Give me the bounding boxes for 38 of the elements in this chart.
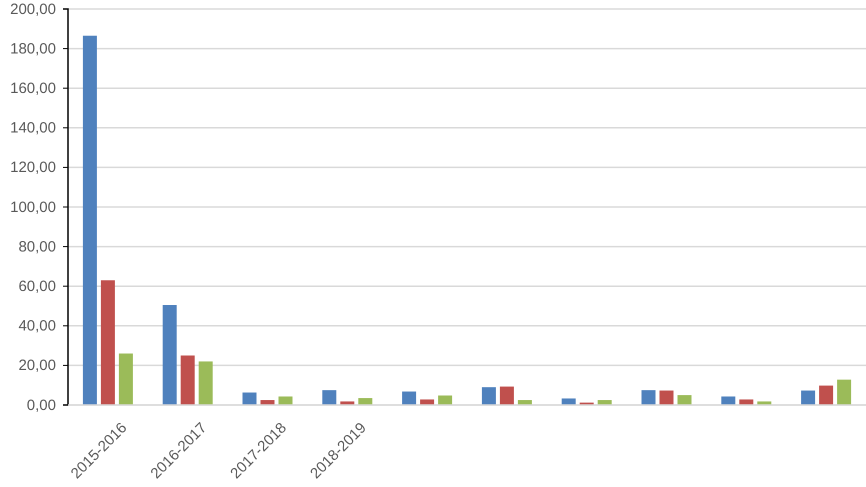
bar (518, 400, 532, 405)
bar (678, 395, 692, 405)
bar (242, 392, 256, 405)
bar (322, 390, 336, 405)
bar (402, 392, 416, 405)
bar (198, 361, 213, 405)
bar (801, 390, 816, 405)
y-tick-label: 40,00 (18, 318, 56, 335)
bar (500, 386, 514, 405)
bar (837, 380, 852, 405)
bar (642, 390, 656, 405)
y-tick-label: 80,00 (18, 238, 56, 256)
y-tick-label: 120,00 (10, 159, 56, 176)
bar (819, 386, 834, 405)
y-tick-label: 180,00 (10, 40, 56, 58)
y-tick-label: 100,00 (10, 198, 56, 216)
bar (162, 305, 177, 405)
bar (82, 36, 97, 405)
bar (118, 354, 133, 405)
bar (482, 387, 496, 405)
y-tick-label: 200,00 (10, 0, 56, 18)
bar (438, 395, 452, 405)
bar (420, 399, 434, 405)
y-tick-label: 160,00 (10, 80, 56, 97)
bar (260, 400, 274, 405)
bar (562, 398, 576, 405)
bar (739, 399, 754, 405)
y-tick-label: 140,00 (10, 120, 56, 137)
y-tick-label: 60,00 (18, 278, 56, 295)
bar (660, 390, 674, 405)
bar (278, 396, 292, 405)
y-tick-label: 20,00 (18, 357, 56, 374)
bar (100, 280, 115, 405)
bar (180, 356, 195, 405)
bar (598, 400, 612, 405)
y-tick-label: 0,00 (26, 396, 56, 414)
bar (358, 398, 372, 405)
bar (721, 396, 736, 405)
